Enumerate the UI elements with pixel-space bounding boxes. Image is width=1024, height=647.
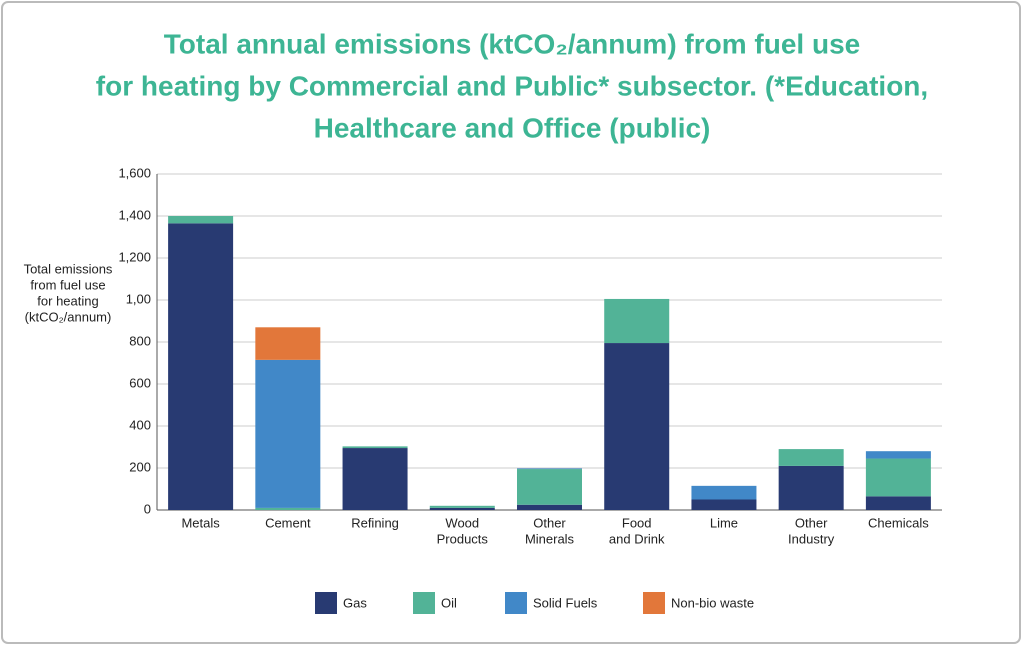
- chart-title: Total annual emissions (ktCO₂/annum) fro…: [164, 28, 860, 59]
- bar-segment: [255, 359, 321, 508]
- y-axis-label: Total emissions: [24, 261, 113, 276]
- x-tick-label: Lime: [710, 515, 738, 530]
- bar-segment: [778, 449, 844, 466]
- bar-segment: [691, 485, 757, 500]
- bar-segment: [255, 507, 321, 510]
- x-tick-label: Other: [795, 515, 828, 530]
- x-tick-label: Refining: [351, 515, 399, 530]
- x-tick-label: Products: [437, 531, 489, 546]
- y-tick-label: 800: [129, 333, 151, 348]
- bar-segment: [517, 504, 582, 510]
- legend-swatch: [315, 592, 337, 614]
- x-tick-label: and Drink: [609, 531, 665, 546]
- chart-title: for heating by Commercial and Public* su…: [96, 70, 928, 101]
- bar-segment: [865, 451, 931, 459]
- x-tick-label: Minerals: [525, 531, 575, 546]
- x-tick-label: Cement: [265, 515, 311, 530]
- legend-label: Oil: [441, 595, 457, 610]
- legend-label: Solid Fuels: [533, 595, 598, 610]
- bar-segment: [865, 458, 931, 497]
- legend-label: Non-bio waste: [671, 595, 754, 610]
- y-axis-label: from fuel use: [30, 277, 105, 292]
- x-tick-label: Chemicals: [868, 515, 929, 530]
- bar-segment: [429, 505, 495, 508]
- bar-segment: [517, 469, 582, 505]
- y-axis-label: for heating: [37, 293, 98, 308]
- y-tick-label: 1,400: [118, 207, 151, 222]
- x-tick-label: Wood: [445, 515, 479, 530]
- bar-segment: [778, 465, 844, 510]
- y-tick-label: 400: [129, 417, 151, 432]
- legend-swatch: [643, 592, 665, 614]
- x-tick-label: Metals: [181, 515, 220, 530]
- bar-segment: [255, 327, 321, 360]
- bar-segment: [168, 216, 234, 224]
- bar-segment: [342, 446, 408, 449]
- bar-segment: [604, 298, 670, 344]
- y-tick-label: 1,00: [126, 291, 151, 306]
- x-tick-label: Other: [533, 515, 566, 530]
- y-tick-label: 600: [129, 375, 151, 390]
- bar-segment: [604, 343, 670, 510]
- y-tick-label: 1,200: [118, 249, 151, 264]
- y-axis-label: (ktCO₂/annum): [25, 309, 112, 324]
- y-tick-label: 1,600: [118, 165, 151, 180]
- bar-segment: [342, 448, 408, 510]
- x-tick-label: Industry: [788, 531, 835, 546]
- bar-segment: [429, 507, 495, 510]
- legend-swatch: [505, 592, 527, 614]
- bar-segment: [168, 223, 234, 510]
- bar-segment: [517, 468, 582, 470]
- x-tick-label: Food: [622, 515, 652, 530]
- y-tick-label: 200: [129, 459, 151, 474]
- bar-segment: [691, 499, 757, 510]
- bar-segment: [865, 496, 931, 510]
- legend-swatch: [413, 592, 435, 614]
- legend-label: Gas: [343, 595, 367, 610]
- chart-title: Healthcare and Office (public): [314, 112, 711, 143]
- y-tick-label: 0: [144, 501, 151, 516]
